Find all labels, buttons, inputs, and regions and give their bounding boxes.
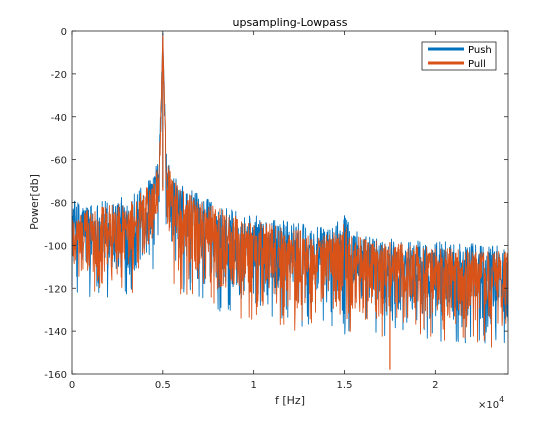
series-layer — [71, 33, 509, 370]
y-axis-label: Power[db] — [28, 174, 41, 230]
legend: Push Pull — [421, 41, 497, 71]
x-tick-label: 1 — [250, 380, 256, 391]
y-tick-label: -20 — [51, 70, 67, 81]
y-tick-label: -140 — [44, 327, 67, 338]
legend-box — [421, 41, 497, 71]
series-line-pull — [71, 39, 509, 348]
x-axis-exponent-base: ×10 — [478, 400, 499, 411]
y-tick-label: -120 — [44, 284, 67, 295]
y-axis-ticks: 0 -20 -40 -60 -80 -100 -120 -140 -160 — [44, 27, 508, 381]
x-tick-label: 0.5 — [155, 380, 171, 391]
x-axis-exponent: ×104 — [478, 395, 504, 411]
y-tick-label: 0 — [61, 27, 67, 38]
y-tick-label: -100 — [44, 241, 67, 252]
legend-label-push: Push — [468, 45, 492, 56]
x-tick-label: 0 — [69, 380, 75, 391]
x-tick-label: 1.5 — [337, 380, 353, 391]
y-tick-label: -60 — [51, 156, 67, 167]
y-tick-label: -80 — [51, 199, 67, 210]
x-axis-ticks: 0 0.5 1 1.5 2 — [69, 31, 439, 391]
x-axis-label: f [Hz] — [275, 394, 305, 407]
plot-area — [72, 31, 508, 374]
legend-label-pull: Pull — [468, 59, 486, 70]
chart-title: upsampling-Lowpass — [232, 16, 347, 29]
x-tick-label: 2 — [432, 380, 438, 391]
y-tick-label: -160 — [44, 370, 67, 381]
x-axis-exponent-power: 4 — [499, 395, 504, 404]
y-tick-label: -40 — [51, 113, 67, 124]
